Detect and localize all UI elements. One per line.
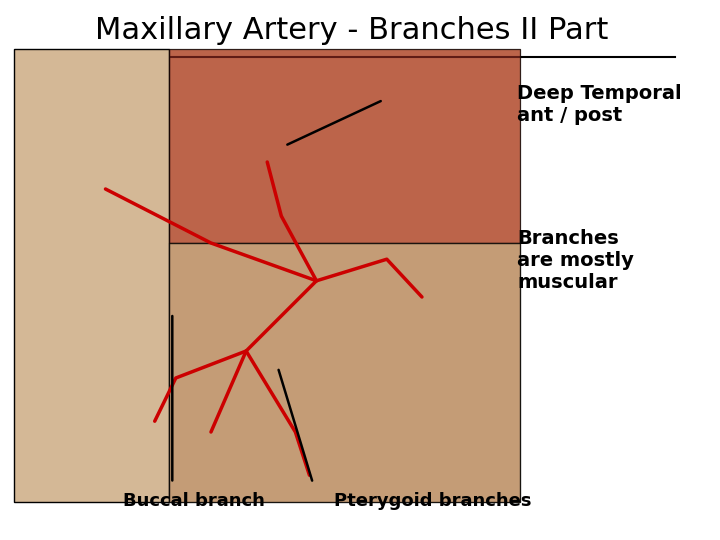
FancyBboxPatch shape [168, 243, 521, 502]
Text: Maxillary Artery - Branches II Part: Maxillary Artery - Branches II Part [95, 16, 608, 45]
Text: Deep Temporal
ant / post: Deep Temporal ant / post [517, 84, 682, 125]
FancyBboxPatch shape [14, 49, 521, 502]
Text: Pterygoid branches: Pterygoid branches [334, 492, 531, 510]
Text: Buccal branch: Buccal branch [123, 492, 265, 510]
Text: Branches
are mostly
muscular: Branches are mostly muscular [517, 230, 634, 293]
FancyBboxPatch shape [14, 49, 168, 502]
FancyBboxPatch shape [168, 49, 521, 243]
